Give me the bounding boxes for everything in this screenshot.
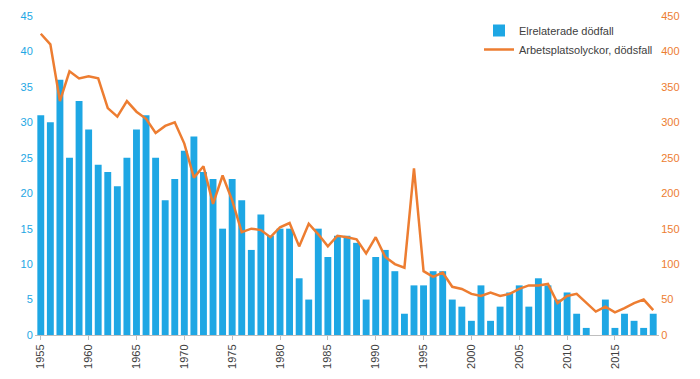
svg-text:1995: 1995 (417, 344, 429, 368)
svg-text:15: 15 (21, 223, 33, 235)
svg-text:35: 35 (21, 81, 33, 93)
svg-text:20: 20 (21, 187, 33, 199)
svg-text:40: 40 (21, 45, 33, 57)
svg-text:Arbetsplatsolyckor, dödsfall: Arbetsplatsolyckor, dödsfall (519, 44, 652, 56)
svg-text:5: 5 (27, 293, 33, 305)
svg-text:45: 45 (21, 10, 33, 22)
svg-text:2010: 2010 (561, 344, 573, 368)
svg-text:2000: 2000 (465, 344, 477, 368)
svg-text:2015: 2015 (609, 344, 621, 368)
svg-text:1965: 1965 (130, 344, 142, 368)
svg-text:250: 250 (661, 152, 679, 164)
svg-text:50: 50 (661, 293, 673, 305)
svg-text:10: 10 (21, 258, 33, 270)
svg-text:1990: 1990 (369, 344, 381, 368)
svg-text:300: 300 (661, 116, 679, 128)
svg-text:450: 450 (661, 10, 679, 22)
svg-text:Elrelaterade dödfall: Elrelaterade dödfall (519, 25, 614, 37)
svg-text:1985: 1985 (321, 344, 333, 368)
svg-text:0: 0 (27, 329, 33, 341)
svg-text:1955: 1955 (34, 344, 46, 368)
svg-text:2005: 2005 (513, 344, 525, 368)
svg-text:200: 200 (661, 187, 679, 199)
svg-text:1960: 1960 (82, 344, 94, 368)
svg-text:1975: 1975 (226, 344, 238, 368)
svg-text:350: 350 (661, 81, 679, 93)
svg-text:25: 25 (21, 152, 33, 164)
svg-text:400: 400 (661, 45, 679, 57)
svg-text:100: 100 (661, 258, 679, 270)
svg-text:1970: 1970 (178, 344, 190, 368)
svg-text:30: 30 (21, 116, 33, 128)
svg-text:1980: 1980 (274, 344, 286, 368)
svg-text:0: 0 (661, 329, 667, 341)
svg-text:150: 150 (661, 223, 679, 235)
